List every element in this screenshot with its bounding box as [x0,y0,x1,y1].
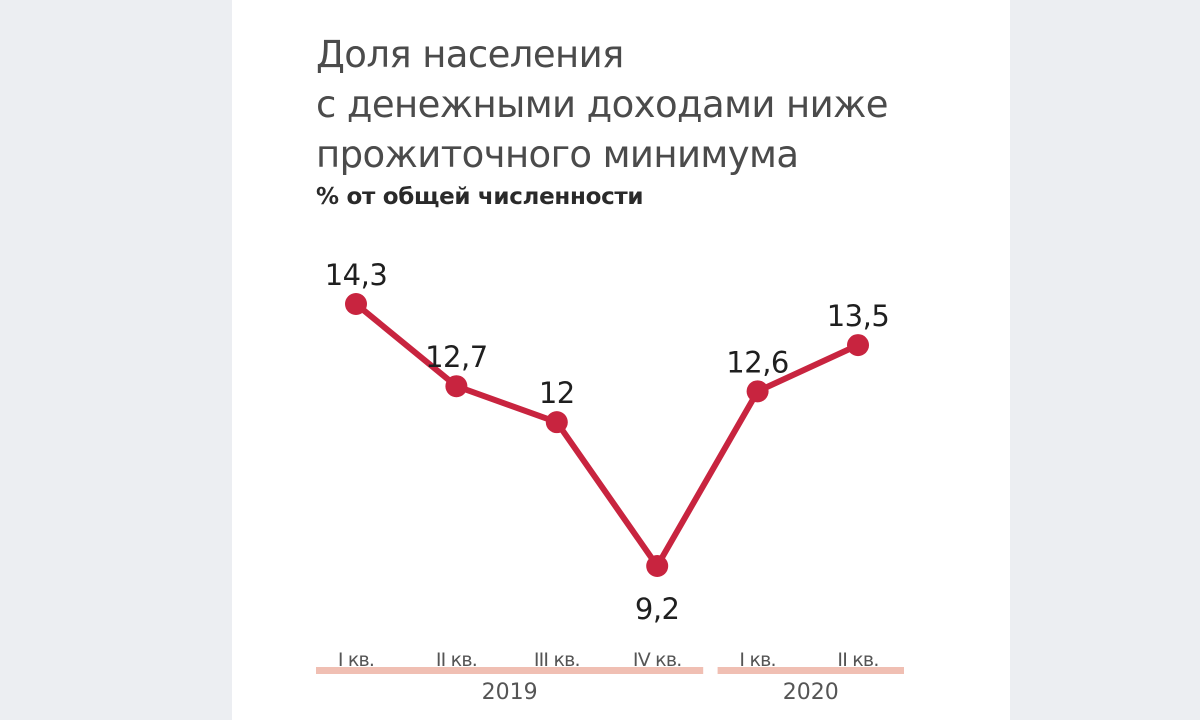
x-tick-label-1: I кв. [338,649,374,671]
x-tick-label-3: III кв. [534,649,580,671]
chart-title-line-3: прожиточного минимума [316,133,799,176]
data-points [345,293,869,577]
x-tick-label-2: II кв. [436,649,477,671]
data-point-2 [445,375,468,398]
x-tick-labels: I кв. II кв. III кв. IV кв. I кв. II кв. [338,649,880,671]
line-chart: 14,3 12,7 12 9,2 12,6 13,5 I кв. II кв. III кв.… [316,258,904,705]
data-label-1: 14,3 [325,258,388,292]
year-label-2: 2020 [783,680,839,705]
data-point-4 [646,555,669,577]
left-margin-panel [0,0,232,720]
chart-title-line-1: Доля населения [316,33,624,76]
x-tick-label-4: IV кв. [633,649,682,671]
data-point-3 [545,411,568,434]
data-point-1 [345,293,367,315]
data-label-5: 12,6 [726,345,789,379]
data-label-4: 9,2 [635,592,680,626]
data-label-3: 12 [539,376,575,410]
year-bar-1 [316,667,704,674]
data-label-2: 12,7 [425,340,488,374]
right-margin-panel [1010,0,1200,720]
value-labels: 14,3 12,7 12 9,2 12,6 13,5 [325,258,890,626]
year-labels: 2019 2020 [482,680,839,705]
chart-card: Доля населения с денежными доходами ниже… [232,0,1010,720]
data-point-6 [847,334,869,357]
chart-title: Доля населения с денежными доходами ниже… [316,30,956,180]
year-group-bars [316,667,904,674]
x-tick-label-5: I кв. [739,649,775,671]
chart-title-line-2: с денежными доходами ниже [316,83,889,126]
x-tick-label-6: II кв. [837,649,878,671]
series-line [353,301,861,569]
data-label-6: 13,5 [827,299,890,333]
year-bar-2 [717,667,904,674]
chart-subtitle: % от общей численности [316,184,644,210]
data-point-5 [746,380,769,403]
year-label-1: 2019 [482,680,538,705]
